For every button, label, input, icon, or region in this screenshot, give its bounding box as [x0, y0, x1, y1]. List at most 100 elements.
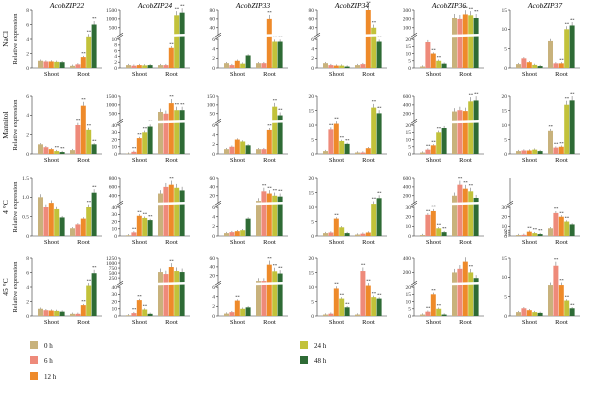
bar-root-12h	[80, 105, 86, 154]
y-tick-label: 0	[311, 314, 314, 320]
y-tick-label: 15	[406, 44, 412, 50]
significance-mark: **	[340, 292, 345, 297]
significance-mark: **	[442, 226, 447, 231]
axis-break-mark	[214, 200, 222, 206]
bar-shoot-12h	[234, 300, 240, 316]
bar-root-6h	[75, 125, 81, 154]
y-tick-label: 4	[212, 295, 215, 301]
bar-root-0h	[70, 228, 75, 236]
gene-title-4: AcobZIP34	[334, 1, 369, 10]
bar-shoot-12h	[333, 288, 339, 316]
legend-label: 24 h	[314, 342, 327, 350]
significance-mark: **	[132, 307, 137, 312]
bar-shoot-12h	[136, 215, 142, 236]
legend-swatch	[30, 372, 38, 380]
y-tick-label: 20	[406, 123, 412, 129]
significance-mark: **	[377, 105, 382, 110]
bar-shoot-24h	[54, 151, 60, 154]
bar-root-6h	[457, 18, 463, 69]
axis-break-gap	[410, 281, 485, 287]
y-tick-label: 5	[408, 145, 411, 151]
y-tick-label: 1.0	[22, 195, 29, 201]
bar-shoot-24h	[436, 228, 442, 236]
x-label-shoot: Shoot	[230, 157, 245, 164]
significance-mark: **	[169, 94, 174, 99]
significance-mark: **	[372, 291, 377, 296]
bar-shoot-0h	[516, 151, 521, 154]
axis-break-gap	[116, 119, 191, 125]
significance-mark: **	[377, 190, 382, 195]
significance-mark: **	[377, 292, 382, 297]
y-tick-label: 0	[311, 234, 314, 240]
bar-root-48h	[91, 273, 97, 316]
x-label-root: Root	[362, 239, 375, 246]
bar-shoot-6h	[229, 312, 235, 316]
significance-mark: **	[345, 138, 350, 143]
y-tick-label: 40	[210, 265, 216, 271]
x-label-root: Root	[362, 319, 375, 326]
y-tick-label: 2	[114, 60, 117, 66]
axis-break-mark	[214, 120, 222, 126]
bar-shoot-6h	[425, 311, 431, 316]
x-label-root: Root	[77, 319, 90, 326]
y-tick-label: 2	[26, 51, 29, 57]
x-label-shoot: Shoot	[230, 71, 245, 78]
bar-shoot-24h	[436, 60, 442, 68]
x-label-root: Root	[555, 319, 568, 326]
y-tick-label: 4	[311, 47, 314, 53]
y-tick-label: 10	[112, 307, 118, 313]
y-tick-label: 20	[309, 256, 315, 262]
y-tick-label: 4	[212, 215, 215, 221]
y-tick-label: 2	[504, 232, 507, 238]
y-tick-label: 10	[502, 123, 508, 129]
significance-mark: **	[366, 1, 371, 6]
significance-mark: **	[554, 257, 559, 262]
bar-shoot-12h	[526, 231, 532, 236]
bar-root-48h	[179, 272, 185, 316]
y-tick-label: 5	[311, 219, 314, 225]
bar-root-48h	[91, 24, 97, 68]
bar-root-12h	[80, 305, 86, 316]
y-tick-label: 4	[212, 47, 215, 53]
x-label-shoot: Shoot	[522, 71, 537, 78]
y-tick-label: 20	[502, 94, 508, 100]
significance-mark: **	[570, 302, 575, 307]
bar-root-6h	[163, 113, 169, 154]
y-axis-label-4: Relative expression	[12, 261, 19, 313]
bar-shoot-6h	[521, 308, 527, 316]
bar-root-12h	[365, 10, 371, 68]
bar-root-12h	[266, 264, 272, 316]
axis-break-mark	[313, 32, 321, 38]
bar-root-6h	[457, 110, 463, 154]
bar-root-0h	[158, 193, 163, 236]
y-tick-label: 2	[212, 304, 215, 310]
significance-mark: **	[169, 258, 174, 263]
bar-root-48h	[91, 144, 97, 154]
bar-shoot-0h	[420, 152, 425, 154]
significance-mark: **	[143, 303, 148, 308]
bar-shoot-0h	[516, 235, 521, 236]
bar-shoot-12h	[430, 210, 436, 236]
y-tick-label: 0	[114, 152, 117, 158]
bar-root-6h	[163, 186, 169, 236]
y-tick-label: 15	[309, 270, 315, 276]
y-tick-label: 20	[112, 137, 118, 143]
y-tick-label: 4	[26, 285, 29, 291]
y-tick-label: 10	[406, 51, 412, 57]
x-label-root: Root	[459, 71, 472, 78]
y-tick-label: 50	[210, 112, 216, 118]
bar-shoot-12h	[430, 145, 436, 154]
significance-mark: **	[463, 180, 468, 185]
y-tick-label: 8	[26, 256, 29, 262]
bar-shoot-12h	[333, 123, 339, 154]
bar-root-6h	[360, 152, 366, 154]
axis-break-mark	[116, 120, 124, 126]
y-tick-label: 600	[109, 185, 118, 191]
bar-root-12h	[80, 218, 86, 236]
significance-mark: **	[175, 6, 180, 11]
y-tick-label: 0	[408, 152, 411, 158]
y-tick-label: 0	[212, 152, 215, 158]
